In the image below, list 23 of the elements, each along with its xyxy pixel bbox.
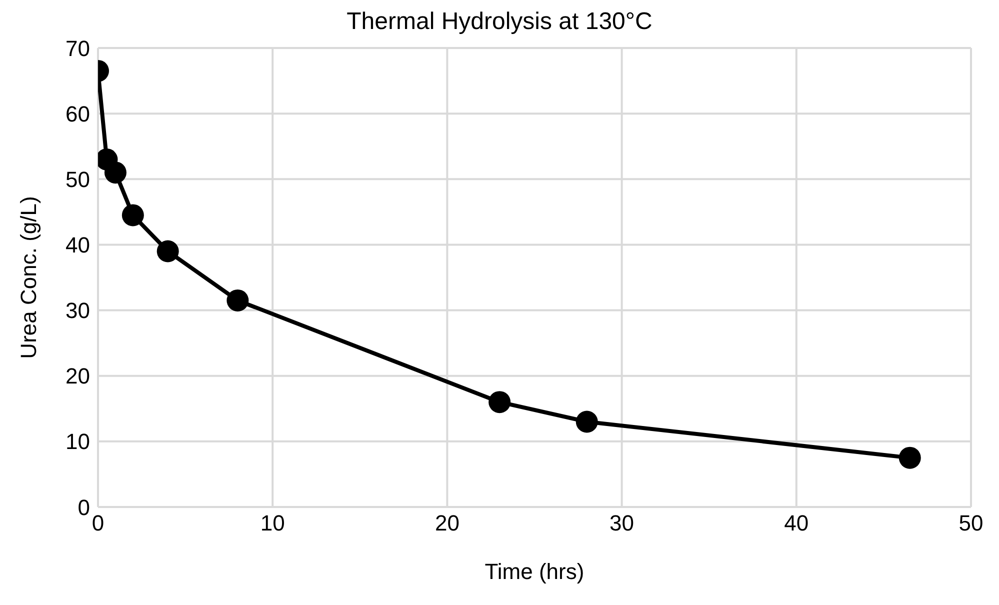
x-tick-label: 20 [434,510,460,536]
y-tick-label: 50 [66,166,90,192]
point [576,410,598,433]
y-tick-label: 60 [66,101,90,126]
point [898,446,921,469]
y-tick-label: 10 [66,429,90,454]
chart-title: Thermal Hydrolysis at 130°C [346,8,654,36]
x-tick-label: 10 [260,510,285,536]
y-tick-label: 70 [66,36,90,61]
y-tick-label: 40 [66,232,90,258]
x-tick-label: 30 [610,510,634,536]
y-tick-label: 30 [66,298,90,324]
point [104,162,126,184]
x-axis-title: Time (hrs) [484,559,584,584]
x-tick-label: 40 [784,510,809,536]
y-tick-label: 0 [78,494,90,520]
y-tick-label: 20 [66,364,90,389]
point [156,240,179,262]
point [488,391,511,414]
x-tick-label: 50 [958,510,984,536]
point [122,204,144,226]
point [226,289,249,312]
y-axis-title: Urea Conc. (g/L) [16,196,41,359]
